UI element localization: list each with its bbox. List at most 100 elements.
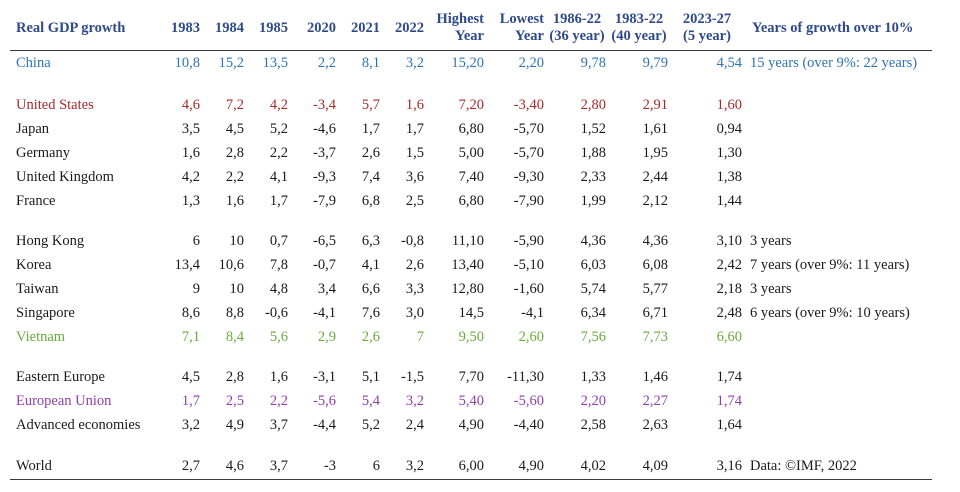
years-over-10-note: 6 years (over 9%: 10 years) (750, 305, 910, 321)
years-over-10-note: 3 years (750, 233, 792, 249)
value-lowest: -7,90 (513, 193, 544, 209)
header-p1-line1: 1986-22 (552, 11, 602, 27)
value-lowest: -3,40 (513, 97, 544, 113)
value-1985: 1,7 (269, 193, 288, 209)
value-1984: 4,5 (225, 121, 244, 137)
value-1985: 3,7 (269, 458, 288, 474)
value-1983: 1,7 (181, 393, 200, 409)
value-1985: 2,2 (269, 145, 288, 161)
row-name: Hong Kong (16, 233, 85, 249)
value-1984: 8,4 (225, 329, 244, 345)
header-lowest-line1: Lowest (499, 11, 544, 27)
value-1985: 13,5 (262, 55, 288, 71)
value-1983-22: 5,77 (642, 281, 668, 297)
row-name: Japan (16, 121, 50, 137)
value-1983: 3,2 (181, 417, 200, 433)
table-row-japan: Japan 3,5 4,5 5,2 -4,6 1,7 1,7 6,80 -5,7… (10, 117, 932, 141)
value-lowest: -11,30 (507, 369, 544, 385)
value-2023-27: 2,48 (716, 305, 742, 321)
value-1986-22: 1,88 (580, 145, 606, 161)
value-2023-27: 3,10 (716, 233, 742, 249)
value-1983-22: 2,91 (642, 97, 668, 113)
value-1985: 7,8 (269, 257, 288, 273)
years-over-10-note (746, 413, 932, 437)
value-2022: 3,0 (405, 305, 424, 321)
years-over-10-note: 7 years (over 9%: 11 years) (750, 257, 910, 273)
data-source-note: Data: ©IMF, 2022 (750, 458, 857, 474)
value-1986-22: 1,99 (580, 193, 606, 209)
value-1983-22: 2,12 (642, 193, 668, 209)
value-highest: 11,10 (451, 233, 484, 249)
row-name: Taiwan (16, 281, 59, 297)
gdp-growth-table: Real GDP growth 1983 1984 1985 2020 2021… (10, 6, 932, 480)
years-over-10-note (746, 325, 932, 349)
value-1986-22: 1,52 (580, 121, 606, 137)
value-highest: 7,20 (458, 97, 484, 113)
value-highest: 6,00 (458, 458, 484, 474)
value-2022: 1,7 (405, 121, 424, 137)
header-lowest-year: Lowest Year (488, 6, 548, 51)
value-1983: 6 (192, 233, 200, 249)
header-p1-line2: (36 year) (549, 28, 605, 44)
value-2021: 6,6 (361, 281, 380, 297)
value-1983-22: 2,27 (642, 393, 668, 409)
row-name: China (16, 55, 51, 71)
value-1983-22: 6,71 (642, 305, 668, 321)
value-1983: 4,2 (181, 169, 200, 185)
value-1984: 10,6 (218, 257, 244, 273)
value-1984: 1,6 (225, 193, 244, 209)
value-1986-22: 2,20 (580, 393, 606, 409)
value-1983-22: 4,09 (642, 458, 668, 474)
header-p3-line2: (5 year) (683, 28, 731, 44)
table-row-korea: Korea 13,4 10,6 7,8 -0,7 4,1 2,6 13,40 -… (10, 253, 932, 277)
value-1986-22: 2,80 (580, 97, 606, 113)
years-over-10-note (746, 117, 932, 141)
value-2023-27: 0,94 (716, 121, 742, 137)
value-1985: 0,7 (269, 233, 288, 249)
value-2022: -1,5 (401, 369, 424, 385)
header-2020: 2020 (307, 19, 336, 36)
row-spacer (10, 349, 932, 365)
value-1984: 10 (229, 233, 245, 249)
value-1985: -0,6 (265, 305, 288, 321)
value-1984: 2,8 (225, 145, 244, 161)
row-name: Singapore (16, 305, 75, 321)
row-name: European Union (16, 393, 112, 409)
value-1985: 2,2 (269, 393, 288, 409)
row-name: United Kingdom (16, 169, 114, 185)
value-2021: 6,3 (361, 233, 380, 249)
row-spacer (10, 213, 932, 229)
table-header-row: Real GDP growth 1983 1984 1985 2020 2021… (10, 6, 932, 51)
value-2022: 3,6 (405, 169, 424, 185)
value-1983: 4,6 (181, 97, 200, 113)
value-2021: 5,7 (361, 97, 380, 113)
value-1985: 5,2 (269, 121, 288, 137)
value-1983: 10,8 (174, 55, 200, 71)
header-1986-22: 1986-22 (36 year) (548, 6, 610, 51)
header-highest-line1: Highest (436, 11, 484, 27)
value-1984: 15,2 (218, 55, 244, 71)
value-2021: 8,1 (361, 55, 380, 71)
value-1983: 7,1 (181, 329, 200, 345)
value-1986-22: 1,33 (580, 369, 606, 385)
value-2020: -4,1 (313, 305, 336, 321)
value-1986-22: 2,33 (580, 169, 606, 185)
value-highest: 5,00 (458, 145, 484, 161)
value-2020: -7,9 (313, 193, 336, 209)
value-2021: 7,6 (361, 305, 380, 321)
value-1984: 4,9 (225, 417, 244, 433)
value-1986-22: 6,34 (580, 305, 606, 321)
value-highest: 9,50 (458, 329, 484, 345)
value-2022: 7 (416, 329, 424, 345)
row-name: Korea (16, 257, 52, 273)
value-2022: 3,3 (405, 281, 424, 297)
header-1984: 1984 (215, 19, 244, 36)
value-1986-22: 6,03 (580, 257, 606, 273)
years-over-10-note: 3 years (750, 281, 792, 297)
value-2023-27: 4,54 (716, 55, 742, 71)
value-2022: 2,4 (405, 417, 424, 433)
header-p3-line1: 2023-27 (682, 11, 732, 27)
table-row-united-kingdom: United Kingdom 4,2 2,2 4,1 -9,3 7,4 3,6 … (10, 165, 932, 189)
value-2023-27: 1,64 (716, 417, 742, 433)
value-highest: 4,90 (458, 417, 484, 433)
